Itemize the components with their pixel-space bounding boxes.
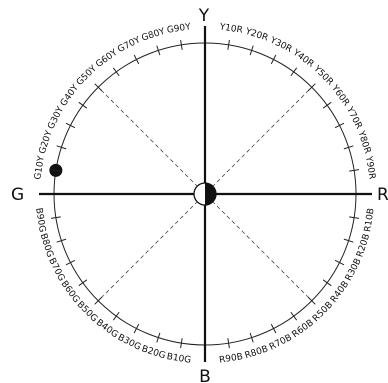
hue-label: Y20R xyxy=(243,27,269,44)
hue-label: R90B xyxy=(219,352,244,366)
hue-tick xyxy=(343,238,354,243)
hue-label: B60G xyxy=(59,279,82,305)
hue-tick xyxy=(249,332,254,343)
hue-label: G70Y xyxy=(116,35,142,55)
hue-tick xyxy=(156,45,161,56)
hue-tick xyxy=(227,338,230,349)
hue-tick xyxy=(65,259,76,266)
hue-label: B90G xyxy=(33,207,47,233)
hue-label: G40Y xyxy=(59,83,81,109)
hue-label: B80G xyxy=(38,232,55,259)
center-disc-filled-half xyxy=(205,183,216,205)
hue-label: R20B xyxy=(355,233,372,259)
diagonal-r-b xyxy=(211,200,313,302)
hue-tick xyxy=(290,311,298,321)
hue-label: R30B xyxy=(344,257,364,283)
hue-label: Y70R xyxy=(344,105,364,131)
hue-tick xyxy=(94,83,103,92)
diagonal-g-y xyxy=(97,86,199,188)
hue-label: R10B xyxy=(363,208,377,233)
cardinal-label-top: Y xyxy=(198,6,210,26)
hue-tick xyxy=(322,101,332,109)
hue-tick xyxy=(249,45,254,56)
hue-tick xyxy=(50,216,61,219)
hue-label: B10G xyxy=(166,352,192,366)
hue-label: G20Y xyxy=(38,129,55,155)
hue-tick xyxy=(78,101,88,109)
cardinal-label-right: R xyxy=(377,185,388,205)
hue-label: R60B xyxy=(291,318,316,340)
hue-label: Y60R xyxy=(329,83,351,108)
hue-label: G10Y xyxy=(33,155,47,181)
hue-tick xyxy=(180,39,183,50)
hue-label: R70B xyxy=(268,333,294,353)
hue-label: B70G xyxy=(46,257,66,283)
hue-label: Y50R xyxy=(311,63,335,87)
hue-label: G90Y xyxy=(166,22,192,36)
hue-tick xyxy=(270,323,277,334)
hue-circle-geometry xyxy=(39,26,372,362)
cardinal-label-bottom: B xyxy=(199,367,211,383)
hue-tick xyxy=(56,145,67,150)
hue-label: Y80R xyxy=(355,129,372,155)
hue-tick xyxy=(307,83,316,92)
hue-tick xyxy=(307,296,316,305)
hue-tick xyxy=(112,311,120,321)
hue-label: Y90R xyxy=(363,155,377,180)
hue-tick xyxy=(349,216,360,219)
hue-tick xyxy=(343,145,354,150)
hue-tick xyxy=(334,122,345,129)
hue-tick-group xyxy=(50,39,360,349)
hue-label: R40B xyxy=(329,280,351,305)
diagonal-b-g xyxy=(97,200,199,302)
hue-tick xyxy=(180,338,183,349)
hue-tick xyxy=(133,54,140,65)
hue-tick xyxy=(78,279,88,287)
hue-label: Y30R xyxy=(267,35,293,55)
hue-tick xyxy=(133,323,140,334)
hue-label: G60Y xyxy=(94,48,120,70)
hue-label: G30Y xyxy=(46,105,66,131)
cardinal-label-left: G xyxy=(11,185,24,205)
diagonal-y-r xyxy=(211,86,313,188)
hue-tick xyxy=(270,54,277,65)
hue-tick xyxy=(156,332,161,343)
hue-tick xyxy=(290,67,298,77)
hue-label: G80Y xyxy=(140,27,166,44)
hue-tick xyxy=(65,122,76,129)
hue-tick xyxy=(112,67,120,77)
hue-label: R80B xyxy=(244,344,270,361)
hue-tick xyxy=(56,238,67,243)
hue-tick xyxy=(50,169,61,172)
hue-tick xyxy=(334,259,345,266)
hue-tick xyxy=(322,279,332,287)
hue-tick xyxy=(227,39,230,50)
hue-label: Y10R xyxy=(218,22,243,36)
hue-label: Y40R xyxy=(290,47,315,69)
hue-label: B20G xyxy=(140,344,167,361)
hue-tick xyxy=(94,296,103,305)
hue-tick xyxy=(349,169,360,172)
hue-label: B30G xyxy=(116,333,142,353)
hue-label: B40G xyxy=(94,318,120,341)
